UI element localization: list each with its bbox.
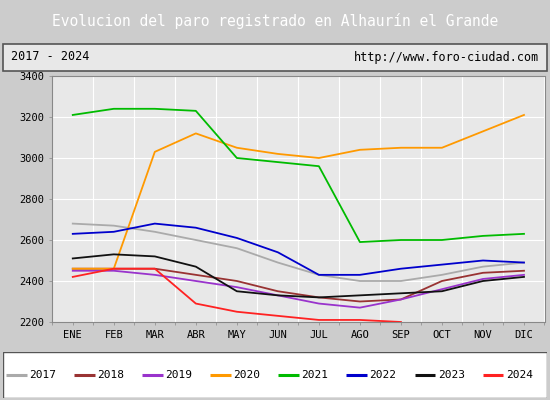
Text: 2018: 2018 [97,370,124,380]
Text: 2020: 2020 [234,370,261,380]
Text: 2017 - 2024: 2017 - 2024 [11,50,89,64]
Text: 2021: 2021 [301,370,328,380]
FancyBboxPatch shape [3,44,547,70]
Text: 2024: 2024 [506,370,533,380]
Text: 2017: 2017 [29,370,56,380]
Text: Evolucion del paro registrado en Alhaurín el Grande: Evolucion del paro registrado en Alhaurí… [52,13,498,29]
Text: 2019: 2019 [166,370,192,380]
Text: 2023: 2023 [438,370,465,380]
Text: http://www.foro-ciudad.com: http://www.foro-ciudad.com [354,50,539,64]
Text: 2022: 2022 [370,370,397,380]
FancyBboxPatch shape [3,352,547,398]
